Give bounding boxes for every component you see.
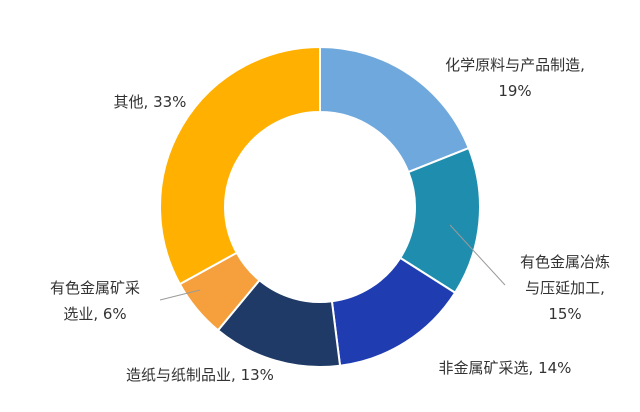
data-label-1-line-0: 有色金属冶炼 (520, 253, 610, 271)
data-label-1-line-2: 15% (548, 305, 581, 323)
data-label-1: 有色金属冶炼与压延加工, 15% (520, 253, 610, 323)
data-label-0-line-0: 化学原料与产品制造, (445, 56, 585, 74)
data-label-0-line-1: 19% (498, 82, 531, 100)
slices-group (159, 45, 481, 368)
data-label-5: 其他, 33% (114, 93, 187, 111)
data-label-4: 有色金属矿采选业, 6% (50, 279, 140, 323)
leader-line-4 (159, 289, 201, 301)
data-label-1-line-1: 与压延加工, (525, 279, 605, 297)
data-label-2-line-0: 非金属矿采选, 14% (439, 359, 572, 377)
data-label-4-line-1: 选业, 6% (63, 305, 126, 323)
data-label-3: 造纸与纸制品业, 13% (126, 366, 274, 384)
slice-5 (159, 45, 321, 286)
labels-group: 化学原料与产品制造, 19% 有色金属冶炼与压延加工, 15% 非金属矿采选, 14% 造… (50, 56, 610, 384)
leader-lines-group (159, 224, 506, 301)
data-label-5-line-0: 其他, 33% (114, 93, 187, 111)
data-label-3-line-0: 造纸与纸制品业, 13% (126, 366, 274, 384)
data-label-2: 非金属矿采选, 14% (439, 359, 572, 377)
data-label-0: 化学原料与产品制造, 19% (445, 56, 585, 100)
slice-0 (319, 45, 471, 174)
data-label-4-line-0: 有色金属矿采 (50, 279, 140, 297)
leader-line-1 (449, 224, 506, 286)
